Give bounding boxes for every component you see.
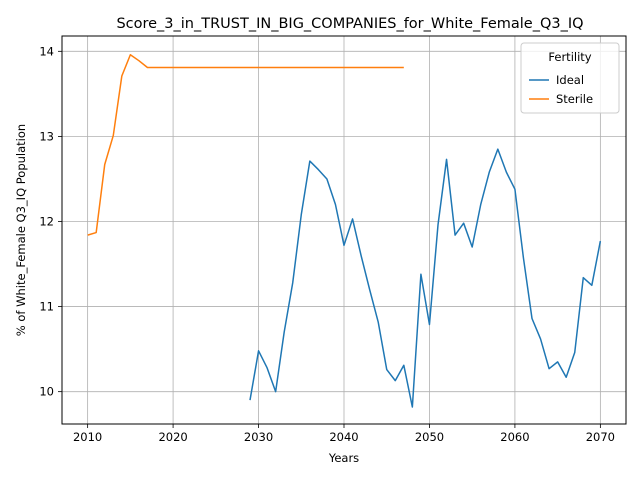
x-tick-label: 2020 xyxy=(158,430,187,444)
legend-label-ideal: Ideal xyxy=(556,73,584,87)
legend-title: Fertility xyxy=(548,50,591,64)
y-tick-label: 14 xyxy=(39,44,54,58)
x-tick-label: 2040 xyxy=(329,430,358,444)
x-tick-label: 2010 xyxy=(73,430,102,444)
legend: Fertility Ideal Sterile xyxy=(520,42,620,114)
x-axis-label: Years xyxy=(328,451,359,465)
x-tick-label: 2060 xyxy=(500,430,529,444)
series-line-ideal xyxy=(249,148,602,408)
chart-title: Score_3_in_TRUST_IN_BIG_COMPANIES_for_Wh… xyxy=(116,16,583,32)
grid xyxy=(62,36,626,424)
x-tick-label: 2030 xyxy=(244,430,273,444)
legend-box xyxy=(520,42,620,114)
y-tick-label: 13 xyxy=(39,129,54,143)
series-line-sterile xyxy=(87,53,404,236)
x-tick-label: 2070 xyxy=(586,430,615,444)
y-tick-label: 11 xyxy=(39,300,54,314)
axis-ticks: 2010 2020 2030 2040 2050 2060 2070 10 11 12 13 14 xyxy=(39,44,615,444)
y-tick-label: 10 xyxy=(39,385,54,399)
series-lines xyxy=(87,53,602,408)
legend-label-sterile: Sterile xyxy=(556,92,593,106)
y-axis-label: % of White_Female Q3_IQ Population xyxy=(14,124,28,336)
x-tick-label: 2050 xyxy=(415,430,444,444)
y-tick-label: 12 xyxy=(39,214,54,228)
